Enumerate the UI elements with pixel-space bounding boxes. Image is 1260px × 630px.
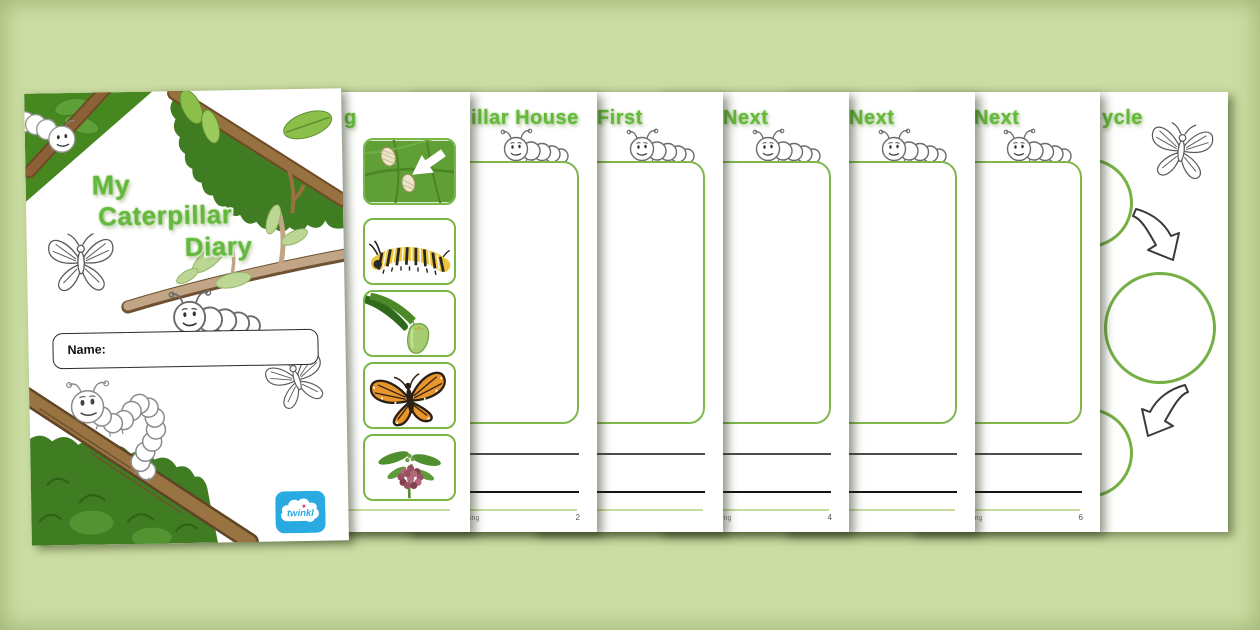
page-number: 6 <box>1078 513 1083 522</box>
cover-title-line-1: My <box>89 168 132 203</box>
page-title-fragment: g <box>342 105 358 131</box>
white-caterpillar-top-left-illustration <box>24 111 76 153</box>
caterpillar-outline-icon <box>752 128 821 164</box>
canopy-top-right-illustration <box>167 88 349 232</box>
white-arrow-icon <box>412 149 446 175</box>
twinkl-logo: twinkl <box>275 490 326 534</box>
middle-branch-illustration <box>121 204 349 314</box>
large-caterpillar-outline-illustration <box>66 380 167 483</box>
bush-illustration <box>26 435 218 546</box>
caterpillar-outline-icon <box>626 128 695 164</box>
cycle-arrow-icon <box>1141 384 1189 437</box>
cycle-arrow-icon <box>1132 208 1180 261</box>
image-box-chrysalis <box>363 290 456 357</box>
name-label: Name: <box>67 342 106 358</box>
page-number: 2 <box>575 513 580 522</box>
twinkl-wordmark: twinkl <box>287 508 314 519</box>
chrysalis-image <box>365 292 430 354</box>
monarch-caterpillar-image <box>368 240 451 275</box>
image-box-butterfly <box>363 362 456 429</box>
cover-title-line-3: Diary <box>183 229 255 264</box>
footer-text-fragment: ing <box>973 515 983 522</box>
footer-text-fragment: ing <box>722 515 732 522</box>
page-title-fragment: ycle <box>1100 105 1144 131</box>
page-number: 4 <box>827 513 832 522</box>
image-box-milkweed <box>363 434 456 501</box>
milkweed-flower-image <box>378 451 441 499</box>
eggs-on-leaf-image <box>365 140 454 203</box>
cover-title-line-2: Caterpillar <box>96 197 235 233</box>
caterpillar-outline-icon <box>1003 128 1072 164</box>
twinkl-cloud-icon <box>281 498 319 522</box>
caterpillar-outline-icon <box>500 128 569 164</box>
caterpillar-outline-icon <box>878 128 947 164</box>
butterfly-outline-icon <box>1147 120 1215 181</box>
life-cycle-circle-2 <box>1104 272 1216 384</box>
cover-illustration <box>24 88 349 546</box>
page-title-fragment: Next <box>721 105 769 131</box>
footer-text-fragment: ing <box>470 515 480 522</box>
page-title-fragment: illar House <box>469 105 580 131</box>
butterfly-outline-left-illustration <box>47 232 115 292</box>
foliage-top-left-illustration <box>24 88 153 202</box>
image-box-caterpillar <box>363 218 456 285</box>
page-title-fragment: Next <box>847 105 895 131</box>
twinkl-dot-icon <box>302 504 306 508</box>
page-cover: My Caterpillar Diary Name: twinkl <box>24 88 349 546</box>
monarch-butterfly-image <box>369 371 446 427</box>
page-title-fragment: First <box>595 105 644 131</box>
image-box-eggs <box>363 138 456 205</box>
name-field: Name: <box>52 328 319 370</box>
page-title-fragment: Next <box>972 105 1020 131</box>
